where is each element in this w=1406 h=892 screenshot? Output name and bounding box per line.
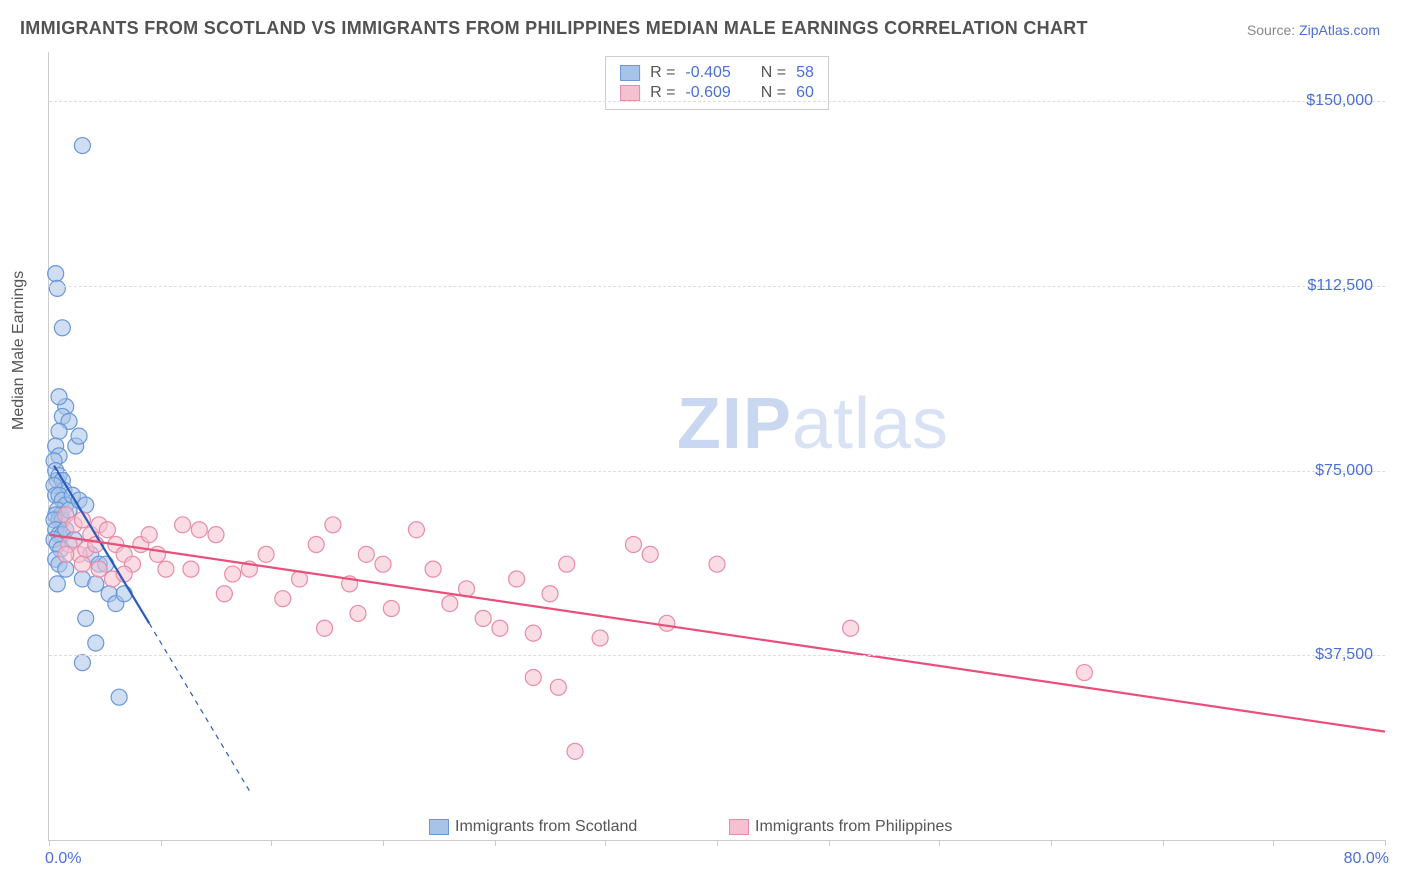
scatter-point <box>592 630 608 646</box>
y-tick-label: $75,000 <box>1315 462 1373 480</box>
scatter-point <box>383 601 399 617</box>
x-tick <box>605 840 606 846</box>
swatch-philippines <box>729 819 749 835</box>
legend-label-scotland: Immigrants from Scotland <box>455 818 637 836</box>
scatter-point <box>51 389 67 405</box>
scatter-point <box>425 561 441 577</box>
x-tick <box>49 840 50 846</box>
scatter-point <box>525 625 541 641</box>
scatter-point <box>49 280 65 296</box>
scatter-point <box>559 556 575 572</box>
scatter-point <box>258 546 274 562</box>
x-tick <box>1385 840 1386 846</box>
scatter-point <box>659 615 675 631</box>
scatter-point <box>509 571 525 587</box>
scatter-point <box>141 527 157 543</box>
scatter-point <box>308 537 324 553</box>
chart-title: IMMIGRANTS FROM SCOTLAND VS IMMIGRANTS F… <box>20 18 1088 39</box>
x-tick <box>495 840 496 846</box>
scatter-point <box>358 546 374 562</box>
scatter-point <box>111 689 127 705</box>
legend-philippines: Immigrants from Philippines <box>729 818 952 836</box>
x-axis-end-label: 80.0% <box>1344 850 1389 868</box>
scatter-point <box>475 610 491 626</box>
scatter-point <box>191 522 207 538</box>
source-label: Source: <box>1247 22 1299 38</box>
legend-scotland: Immigrants from Scotland <box>429 818 637 836</box>
scatter-point <box>350 605 366 621</box>
scatter-point <box>843 620 859 636</box>
x-tick <box>717 840 718 846</box>
scatter-point <box>74 556 90 572</box>
gridline <box>49 471 1385 472</box>
scatter-point <box>550 679 566 695</box>
scatter-point <box>216 586 232 602</box>
scatter-point <box>48 266 64 282</box>
chart-svg <box>49 52 1385 840</box>
x-tick <box>1273 840 1274 846</box>
source-attribution: Source: ZipAtlas.com <box>1247 22 1380 38</box>
scatter-point <box>49 576 65 592</box>
scatter-point <box>626 537 642 553</box>
scatter-point <box>58 546 74 562</box>
scatter-point <box>375 556 391 572</box>
scatter-point <box>1076 665 1092 681</box>
scatter-point <box>74 655 90 671</box>
scatter-point <box>158 561 174 577</box>
y-axis-label: Median Male Earnings <box>10 271 28 430</box>
scatter-point <box>58 561 74 577</box>
scatter-point <box>88 635 104 651</box>
y-tick-label: $37,500 <box>1315 646 1373 664</box>
scatter-point <box>275 591 291 607</box>
scatter-point <box>709 556 725 572</box>
scatter-point <box>91 561 107 577</box>
plot-area: ZIPatlas R = -0.405 N = 58 R = -0.609 N … <box>48 52 1385 841</box>
x-tick <box>939 840 940 846</box>
scatter-point <box>492 620 508 636</box>
x-tick <box>1163 840 1164 846</box>
scatter-point <box>642 546 658 562</box>
scatter-point <box>175 517 191 533</box>
gridline <box>49 101 1385 102</box>
scatter-point <box>99 522 115 538</box>
x-tick <box>161 840 162 846</box>
scatter-point <box>408 522 424 538</box>
x-tick <box>829 840 830 846</box>
source-value: ZipAtlas.com <box>1299 22 1380 38</box>
scatter-point <box>88 576 104 592</box>
swatch-scotland <box>429 819 449 835</box>
y-tick-label: $150,000 <box>1306 92 1373 110</box>
legend-label-philippines: Immigrants from Philippines <box>755 818 952 836</box>
scatter-point <box>51 423 67 439</box>
x-tick <box>1051 840 1052 846</box>
scatter-point <box>325 517 341 533</box>
scatter-point <box>54 320 70 336</box>
trend-line-scotland-dash <box>149 623 249 790</box>
y-tick-label: $112,500 <box>1307 277 1373 295</box>
scatter-point <box>442 596 458 612</box>
x-tick <box>383 840 384 846</box>
gridline <box>49 655 1385 656</box>
scatter-point <box>116 586 132 602</box>
scatter-point <box>317 620 333 636</box>
scatter-point <box>183 561 199 577</box>
scatter-point <box>71 428 87 444</box>
scatter-point <box>78 610 94 626</box>
scatter-point <box>525 669 541 685</box>
scatter-point <box>74 138 90 154</box>
scatter-point <box>225 566 241 582</box>
x-axis-start-label: 0.0% <box>45 850 81 868</box>
gridline <box>49 286 1385 287</box>
scatter-point <box>542 586 558 602</box>
scatter-point <box>208 527 224 543</box>
x-tick <box>271 840 272 846</box>
scatter-point <box>567 743 583 759</box>
